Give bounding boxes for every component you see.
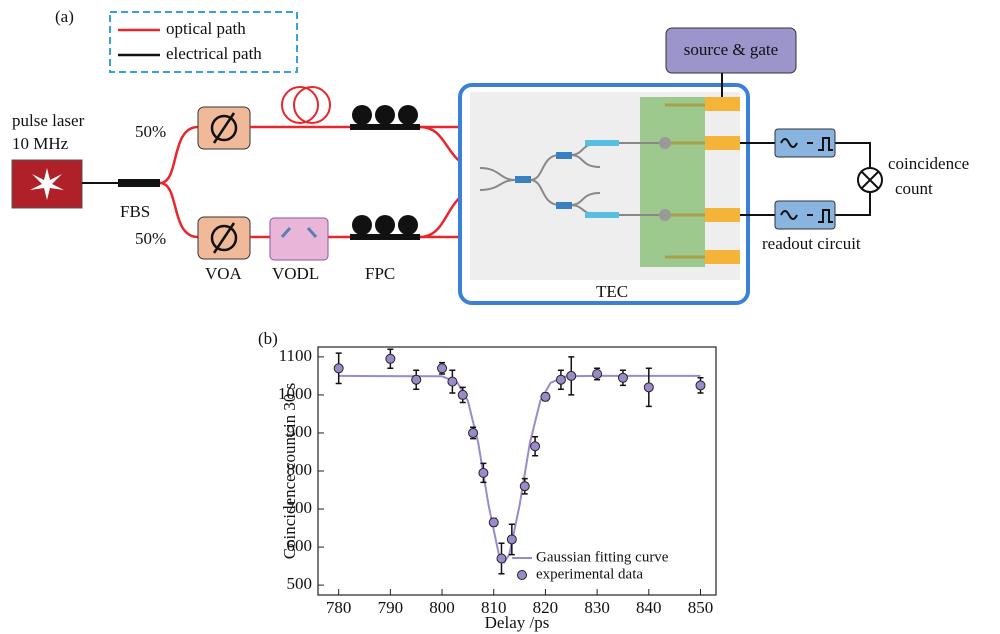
data-point	[479, 468, 488, 477]
x-tick-label: 850	[688, 598, 714, 617]
fpc-paddle	[375, 215, 395, 235]
data-point	[386, 354, 395, 363]
data-point	[334, 364, 343, 373]
data-point	[541, 392, 550, 401]
coupler	[556, 152, 572, 159]
chart: (b) Delay /ps Coincidence count in 30 s …	[258, 329, 716, 632]
legend-text: electrical path	[166, 44, 262, 63]
fit-curve	[339, 376, 701, 562]
y-tick-label: 600	[287, 536, 313, 555]
y-tick-label: 1100	[279, 346, 312, 365]
data-point	[531, 442, 540, 451]
data-point	[556, 375, 565, 384]
legend-swatch	[518, 571, 527, 580]
diagram: (a) optical path electrical path pulse l…	[12, 7, 969, 303]
x-tick-label: 800	[429, 598, 455, 617]
coupler	[556, 202, 572, 209]
label: VOA	[205, 264, 243, 283]
detector	[659, 137, 671, 149]
fpc-paddle	[352, 215, 372, 235]
data-point	[438, 364, 447, 373]
x-tick-label: 820	[533, 598, 559, 617]
label: FPC	[365, 264, 395, 283]
y-tick-label: 500	[287, 574, 313, 593]
fpc-paddle	[398, 215, 418, 235]
coupler	[515, 176, 531, 183]
page: (a) optical path electrical path pulse l…	[0, 0, 1000, 634]
label: count	[895, 179, 933, 198]
data-point	[593, 370, 602, 379]
label: 10 MHz	[12, 134, 69, 153]
data-point	[412, 375, 421, 384]
figure: (a) optical path electrical path pulse l…	[0, 0, 1000, 634]
pad	[705, 250, 740, 264]
data-point	[696, 381, 705, 390]
x-tick-label: 840	[636, 598, 662, 617]
x-tick-label: 790	[378, 598, 404, 617]
fpc-paddle	[398, 105, 418, 125]
pad	[705, 97, 740, 111]
filter	[585, 212, 619, 218]
data-point	[469, 428, 478, 437]
label: readout circuit	[762, 234, 861, 253]
data-point	[644, 383, 653, 392]
panel-label: (a)	[55, 7, 74, 26]
data-point	[567, 371, 576, 380]
label: 50%	[135, 229, 166, 248]
data-point	[448, 377, 457, 386]
y-tick-label: 1000	[278, 384, 312, 403]
label: pulse laser	[12, 111, 85, 130]
y-tick-label: 700	[287, 498, 313, 517]
sn-region	[640, 97, 705, 267]
fpc-paddle	[352, 105, 372, 125]
x-tick-label: 780	[326, 598, 352, 617]
data-point	[618, 373, 627, 382]
label: source & gate	[684, 40, 778, 59]
legend-text: Gaussian fitting curve	[536, 549, 669, 565]
pad	[705, 208, 740, 222]
data-point	[520, 482, 529, 491]
vodl	[270, 218, 328, 260]
fpc-paddle	[375, 105, 395, 125]
legend-text: optical path	[166, 19, 246, 38]
label: FBS	[120, 202, 150, 221]
readout	[775, 129, 835, 157]
data-point	[458, 390, 467, 399]
y-tick-label: 800	[287, 460, 313, 479]
pad	[705, 136, 740, 150]
label: 50%	[135, 122, 166, 141]
data-point	[507, 535, 516, 544]
x-tick-label: 810	[481, 598, 507, 617]
data-point	[497, 554, 506, 563]
panel-label: (b)	[258, 329, 278, 348]
y-tick-label: 900	[287, 422, 313, 441]
legend-text: experimental data	[536, 566, 643, 582]
label: coincidence	[888, 154, 969, 173]
detector	[659, 209, 671, 221]
fiber	[160, 127, 198, 237]
label: TEC	[596, 282, 628, 301]
label: VODL	[272, 264, 319, 283]
readout	[775, 201, 835, 229]
data-point	[489, 518, 498, 527]
x-tick-label: 830	[584, 598, 610, 617]
fbs	[118, 179, 160, 187]
filter	[585, 140, 619, 146]
